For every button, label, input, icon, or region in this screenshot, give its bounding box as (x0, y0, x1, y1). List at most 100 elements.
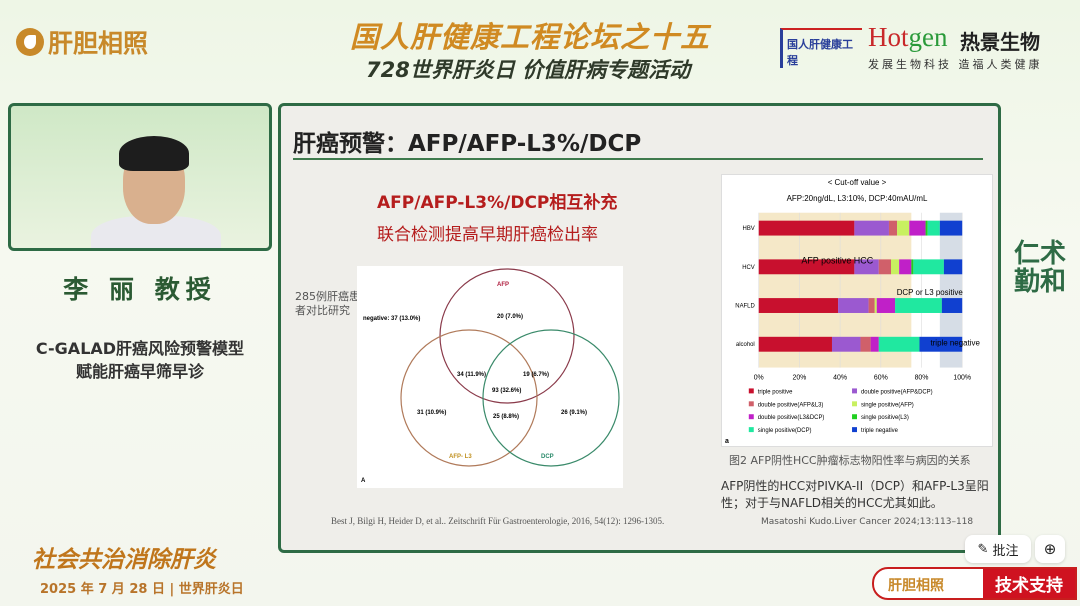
venn-heading: AFP/AFP-L3%/DCP相互补充 (377, 193, 618, 213)
bar-segment (870, 336, 879, 352)
bar-segment (941, 298, 963, 313)
legend-entry: triple negative (861, 428, 899, 434)
legend-swatch (748, 401, 754, 407)
annotation-afp-positive: AFP positive HCC (801, 255, 873, 265)
zoom-in-icon: ⊕ (1043, 540, 1057, 558)
venn-circle-afp (439, 268, 575, 404)
y-category-label: alcohol (736, 342, 755, 348)
venn-negative: negative: 37 (13.0%) (363, 316, 420, 322)
speaker-hair (119, 136, 189, 171)
brand-name: 肝胆相照 (48, 29, 149, 58)
bar-segment (874, 298, 877, 313)
bar-segment (868, 298, 875, 313)
bar-segment (919, 336, 963, 352)
venn-dcp-only: 26 (9.1%) (561, 410, 587, 416)
bar-segment (758, 336, 832, 352)
support-brand: 肝胆相照 (888, 578, 944, 594)
bar-segment (758, 298, 839, 313)
venn-circle-afp-l3 (400, 329, 538, 467)
stacked-bar-chart: < Cut-off value > AFP:20ng/dL, L3:10%, D… (721, 174, 993, 447)
chart-caption: 图2 AFP阴性HCC肿瘤标志物阳性率与病因的关系 (729, 454, 971, 467)
tech-support-banner: 肝胆相照 技术支持 (872, 567, 1077, 600)
bar-segment (899, 259, 912, 275)
bar-segment (890, 259, 900, 275)
y-category-label: HCV (742, 265, 755, 271)
bar-segment (909, 220, 926, 236)
legend-swatch (852, 401, 857, 407)
legend-swatch (852, 388, 857, 394)
legend-swatch (852, 427, 857, 433)
pencil-icon: ✎ (977, 541, 989, 557)
zoom-in-button[interactable]: ⊕ (1035, 535, 1065, 563)
bar-segment (895, 298, 942, 313)
venn-afp-dcp: 19 (6.7%) (523, 372, 549, 378)
bar-segment (911, 259, 914, 275)
bar-segment (860, 336, 871, 352)
bar-segment (876, 298, 896, 313)
venn-afp-l3: 34 (11.9%) (457, 372, 486, 378)
chart-panel-label: a (725, 438, 729, 445)
venn-circle-dcp (482, 329, 620, 467)
legend-entry: single positive(L3) (861, 415, 909, 421)
bar-segment (939, 220, 963, 236)
event-title: 国人肝健康工程论坛之十五 (350, 20, 711, 54)
hotgen-slogan: 发展生物科技 造福人类健康 (868, 58, 1043, 71)
legend-entry: double positive(L3&DCP) (758, 415, 825, 421)
x-tick-label: 100% (953, 374, 971, 381)
bar-segment (831, 336, 861, 352)
support-label: 技术支持 (983, 569, 1075, 598)
annotate-button[interactable]: ✎ 批注 (965, 535, 1031, 563)
legend-entry: double positive(AFP&L3) (758, 402, 824, 408)
venn-label-afp: AFP (497, 282, 509, 288)
chart-title: < Cut-off value > (828, 178, 887, 187)
partner-logo-liver-project: 国人肝健康工程 (780, 28, 862, 68)
bar-segment (854, 259, 879, 275)
annotation-dcp-l3-positive: DCP or L3 positive (897, 288, 964, 297)
bar-segment (878, 336, 920, 352)
venn-panel-label: A (361, 478, 366, 484)
x-tick-label: 80% (915, 374, 929, 381)
annotation-triple-negative: triple negative (930, 339, 980, 348)
bar-segment (878, 259, 891, 275)
y-category-label: NAFLD (735, 304, 754, 310)
bar-segment (888, 220, 898, 236)
event-subtitle: 728世界肝炎日 价值肝病专题活动 (366, 58, 691, 82)
venn-l3-only: 31 (10.9%) (417, 410, 446, 416)
venn-l3-dcp: 25 (8.8%) (493, 414, 519, 420)
footer-slogan: 社会共治消除肝炎 (32, 546, 216, 573)
footer-date: 2025 年 7 月 28 日 | 世界肝炎日 (40, 582, 244, 597)
hotgen-text-b: gen (908, 22, 948, 52)
speaker-topic-2: 赋能肝癌早筛早诊 (75, 362, 204, 381)
triple-negative-region (939, 212, 963, 368)
side-calligraphy: 仁术勤和 (1013, 239, 1066, 297)
x-tick-label: 0% (754, 374, 764, 381)
venn-label-dcp: DCP (541, 454, 554, 460)
y-category-label: HBV (743, 226, 755, 232)
venn-diagram: negative: 37 (13.0%) AFP 20 (7.0%) 34 (1… (357, 266, 623, 488)
venn-all: 93 (32.6%) (492, 388, 521, 394)
legend-entry: triple positive (758, 389, 793, 395)
x-tick-label: 20% (792, 374, 806, 381)
speaker-topic-1: C-GALAD肝癌风险预警模型 (35, 339, 245, 358)
slide-title: 肝癌预警：AFP/AFP-L3%/DCP (293, 131, 642, 157)
speaker-video (8, 103, 272, 251)
bar-segment (758, 220, 855, 236)
slide-description: AFP阴性的HCC对PIVKA-II（DCP）和AFP-L3呈阳性；对于与NAF… (721, 479, 989, 510)
bar-segment (943, 259, 963, 275)
venn-label-afp-l3: AFP- L3 (449, 454, 472, 460)
brand-logo: 肝胆相照 (16, 24, 148, 60)
chart-subtitle: AFP:20ng/dL, L3:10%, DCP:40mAU/mL (787, 194, 928, 203)
legend-swatch (852, 414, 857, 420)
legend-swatch (748, 414, 754, 420)
venn-afp-only: 20 (7.0%) (497, 314, 523, 320)
x-tick-label: 60% (874, 374, 888, 381)
hotgen-cn-name: 热景生物 (960, 30, 1040, 54)
legend-entry: double positive(AFP&DCP) (861, 389, 933, 395)
presentation-slide: 肝癌预警：AFP/AFP-L3%/DCP AFP/AFP-L3%/DCP相互补充… (278, 103, 1001, 553)
bar-segment (913, 259, 944, 275)
hotgen-logo: Hotgen (868, 22, 947, 53)
bar-segment (927, 220, 940, 236)
bar-segment (897, 220, 910, 236)
venn-subheading: 联合检测提高早期肝癌检出率 (377, 225, 598, 245)
liver-logo-icon (16, 28, 44, 56)
